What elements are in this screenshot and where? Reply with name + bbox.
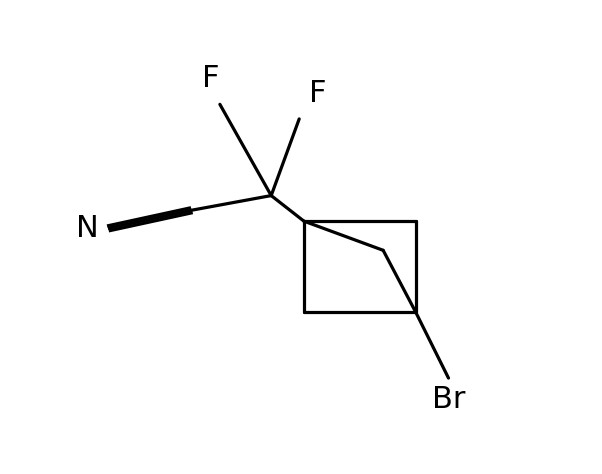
Text: F: F — [202, 64, 219, 93]
Text: F: F — [309, 79, 326, 108]
Text: N: N — [76, 214, 99, 243]
Text: Br: Br — [432, 385, 465, 414]
